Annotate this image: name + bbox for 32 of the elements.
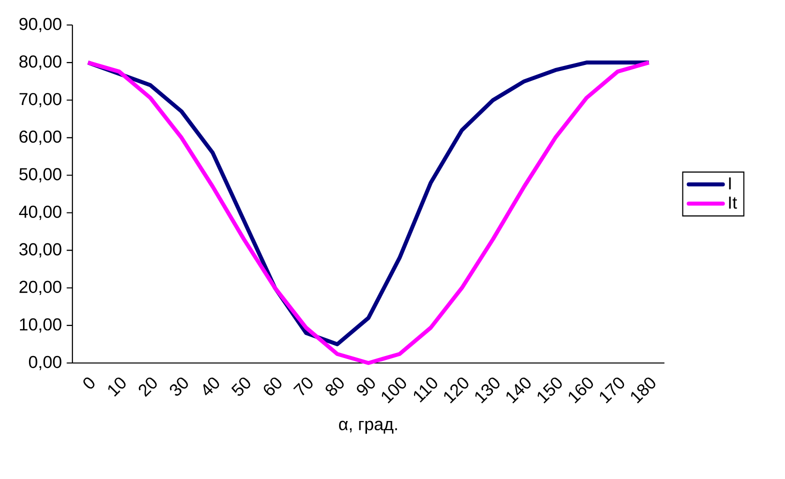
x-tick-label: 10 bbox=[108, 378, 126, 397]
legend-label: It bbox=[729, 196, 738, 209]
y-tick-label: 30,00 bbox=[19, 243, 62, 258]
x-tick-label: 0 bbox=[83, 378, 94, 389]
y-tick-label: 0,00 bbox=[28, 356, 62, 370]
y-tick-label: 20,00 bbox=[20, 280, 62, 296]
x-tick-label: 50 bbox=[231, 378, 250, 396]
x-tick-label: 100 bbox=[382, 378, 406, 404]
x-tick-label: 110 bbox=[414, 378, 438, 403]
x-tick-label: 170 bbox=[600, 378, 624, 404]
x-tick-label: 20 bbox=[138, 378, 157, 397]
y-tick-label: 10,00 bbox=[20, 318, 62, 333]
y-tick-label: 80,00 bbox=[19, 55, 62, 70]
x-tick-label: 70 bbox=[293, 378, 313, 396]
x-tick-label: 80 bbox=[326, 378, 344, 396]
x-tick-label: 40 bbox=[203, 378, 220, 396]
y-tick-label: 40,00 bbox=[19, 206, 62, 220]
y-tick-label: 90,00 bbox=[19, 18, 62, 32]
x-axis-title: α, град. bbox=[339, 420, 397, 434]
x-tick-label: 180 bbox=[631, 378, 656, 404]
x-tick-label: 60 bbox=[264, 378, 282, 396]
x-tick-label: 30 bbox=[170, 378, 188, 396]
x-tick-label: 160 bbox=[568, 378, 593, 404]
legend-label: I bbox=[729, 177, 731, 190]
x-tick-label: 90 bbox=[356, 378, 375, 396]
y-tick-label: 70,00 bbox=[20, 92, 62, 108]
y-tick-label: 60,00 bbox=[20, 130, 62, 145]
x-tick-label: 130 bbox=[475, 378, 500, 404]
y-tick-label: 50,00 bbox=[19, 168, 62, 182]
x-tick-label: 140 bbox=[506, 378, 531, 404]
x-tick-label: 120 bbox=[444, 378, 468, 404]
x-tick-label: 150 bbox=[538, 378, 562, 404]
